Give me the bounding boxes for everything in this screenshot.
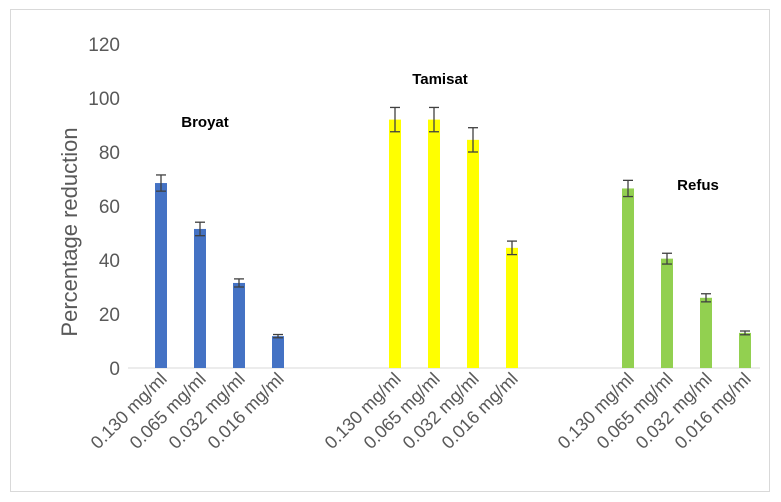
group-label-broyat: Broyat bbox=[181, 114, 229, 131]
bar bbox=[622, 188, 634, 368]
bar bbox=[739, 332, 751, 368]
y-tick-label: 60 bbox=[99, 197, 120, 218]
group-labels: Broyat Tamisat Refus bbox=[181, 71, 719, 194]
y-tick-label: 100 bbox=[88, 89, 120, 110]
y-tick-label: 0 bbox=[109, 359, 120, 380]
bar bbox=[272, 336, 284, 368]
y-tick-label: 80 bbox=[99, 143, 120, 164]
bar bbox=[700, 297, 712, 368]
bar bbox=[506, 247, 518, 368]
y-axis-label: Percentage reduction bbox=[57, 127, 82, 336]
x-axis: 0.130 mg/ml0.065 mg/ml0.032 mg/ml0.016 m… bbox=[87, 367, 760, 453]
bar bbox=[155, 183, 167, 368]
group-label-refus: Refus bbox=[677, 177, 719, 194]
bar bbox=[661, 258, 673, 368]
bars bbox=[155, 106, 751, 368]
bar bbox=[467, 139, 479, 368]
bar bbox=[389, 119, 401, 368]
y-tick-label: 40 bbox=[99, 251, 120, 272]
group-label-tamisat: Tamisat bbox=[412, 71, 468, 88]
y-tick-label: 20 bbox=[99, 305, 120, 326]
y-axis-ticks: 0 20 40 60 80 100 120 bbox=[88, 35, 120, 380]
bar bbox=[428, 119, 440, 368]
bar bbox=[194, 228, 206, 368]
y-tick-label: 120 bbox=[88, 35, 120, 56]
bar bbox=[233, 282, 245, 368]
